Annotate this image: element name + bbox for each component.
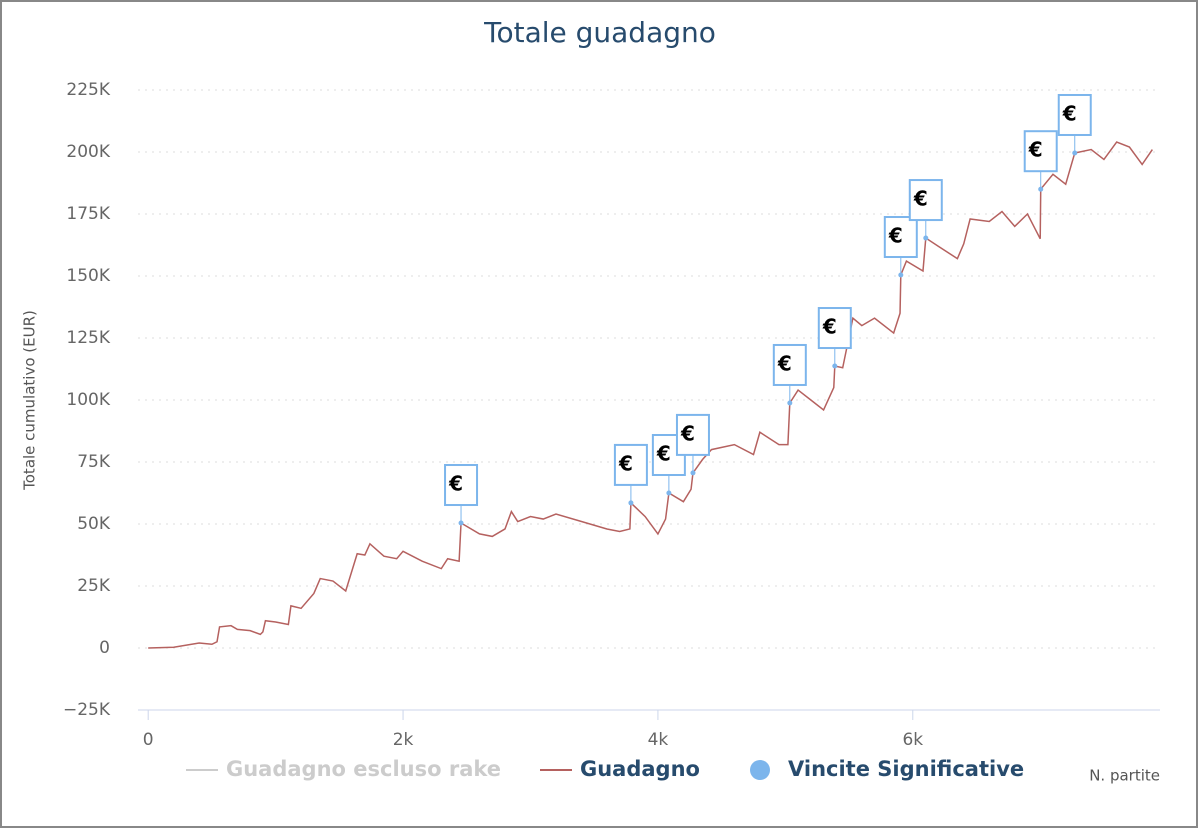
flag-box	[883, 216, 918, 259]
legend-label: Guadagno	[580, 757, 700, 781]
x-tick-label: 2k	[393, 730, 414, 750]
flag: €	[444, 464, 479, 526]
legend-symbol	[750, 760, 770, 780]
y-tick-label: 150K	[66, 266, 110, 286]
y-tick-label: 100K	[66, 390, 110, 410]
flag-label: €	[888, 224, 903, 248]
y-axis-title: Totale cumulativo (EUR)	[21, 310, 39, 491]
flag: €	[1057, 93, 1092, 156]
y-tick-label: 0	[99, 638, 110, 658]
legend-label: Vincite Significative	[788, 757, 1024, 781]
flag: €	[1023, 130, 1058, 192]
flag-label: €	[913, 187, 928, 211]
flag-label: €	[777, 351, 792, 375]
flag-point	[923, 235, 929, 241]
flag-label: €	[618, 451, 633, 475]
flag-point	[690, 470, 696, 476]
flag-point	[787, 400, 793, 406]
flag-box	[772, 343, 807, 386]
x-tick-label: 0	[143, 730, 154, 750]
flag-label: €	[1062, 101, 1077, 125]
flag-box	[613, 443, 648, 486]
flag-point	[1072, 150, 1078, 156]
flag-label: €	[822, 315, 837, 339]
flag-point	[628, 500, 634, 506]
x-tick-label: 4k	[648, 730, 669, 750]
flag: €	[772, 343, 807, 406]
x-tick-label: 6k	[902, 730, 923, 750]
flag-box	[675, 413, 710, 456]
flag-box	[908, 179, 943, 222]
y-tick-label: 125K	[66, 328, 110, 348]
x-axis-title: N. partite	[1089, 767, 1160, 785]
flag-point	[666, 490, 672, 496]
flag-box	[1023, 130, 1058, 173]
y-tick-label: 50K	[77, 514, 111, 534]
y-tick-label: 25K	[77, 576, 111, 596]
flag: €	[817, 307, 852, 369]
flag-point	[832, 363, 838, 369]
flag-label: €	[656, 442, 671, 466]
chart-title: Totale guadagno	[483, 16, 716, 49]
flag: €	[883, 216, 918, 278]
legend-label: Guadagno escluso rake	[226, 757, 501, 781]
flag-box	[817, 307, 852, 350]
flag-point	[1038, 186, 1044, 192]
flag-label: €	[1028, 138, 1043, 162]
y-tick-label: 75K	[77, 452, 111, 472]
flag-box	[444, 464, 479, 507]
flag: €	[908, 179, 943, 241]
flag-box	[1057, 93, 1092, 136]
y-tick-label: −25K	[63, 700, 111, 720]
flag-label: €	[680, 421, 695, 445]
flag: €	[613, 443, 648, 506]
flag-point	[458, 520, 464, 526]
flag-point	[898, 272, 904, 278]
flag: €	[675, 413, 710, 476]
flag-label: €	[448, 472, 463, 496]
y-tick-label: 225K	[66, 80, 110, 100]
line-series	[148, 141, 1153, 649]
y-tick-label: 200K	[66, 142, 110, 162]
y-tick-label: 175K	[66, 204, 110, 224]
